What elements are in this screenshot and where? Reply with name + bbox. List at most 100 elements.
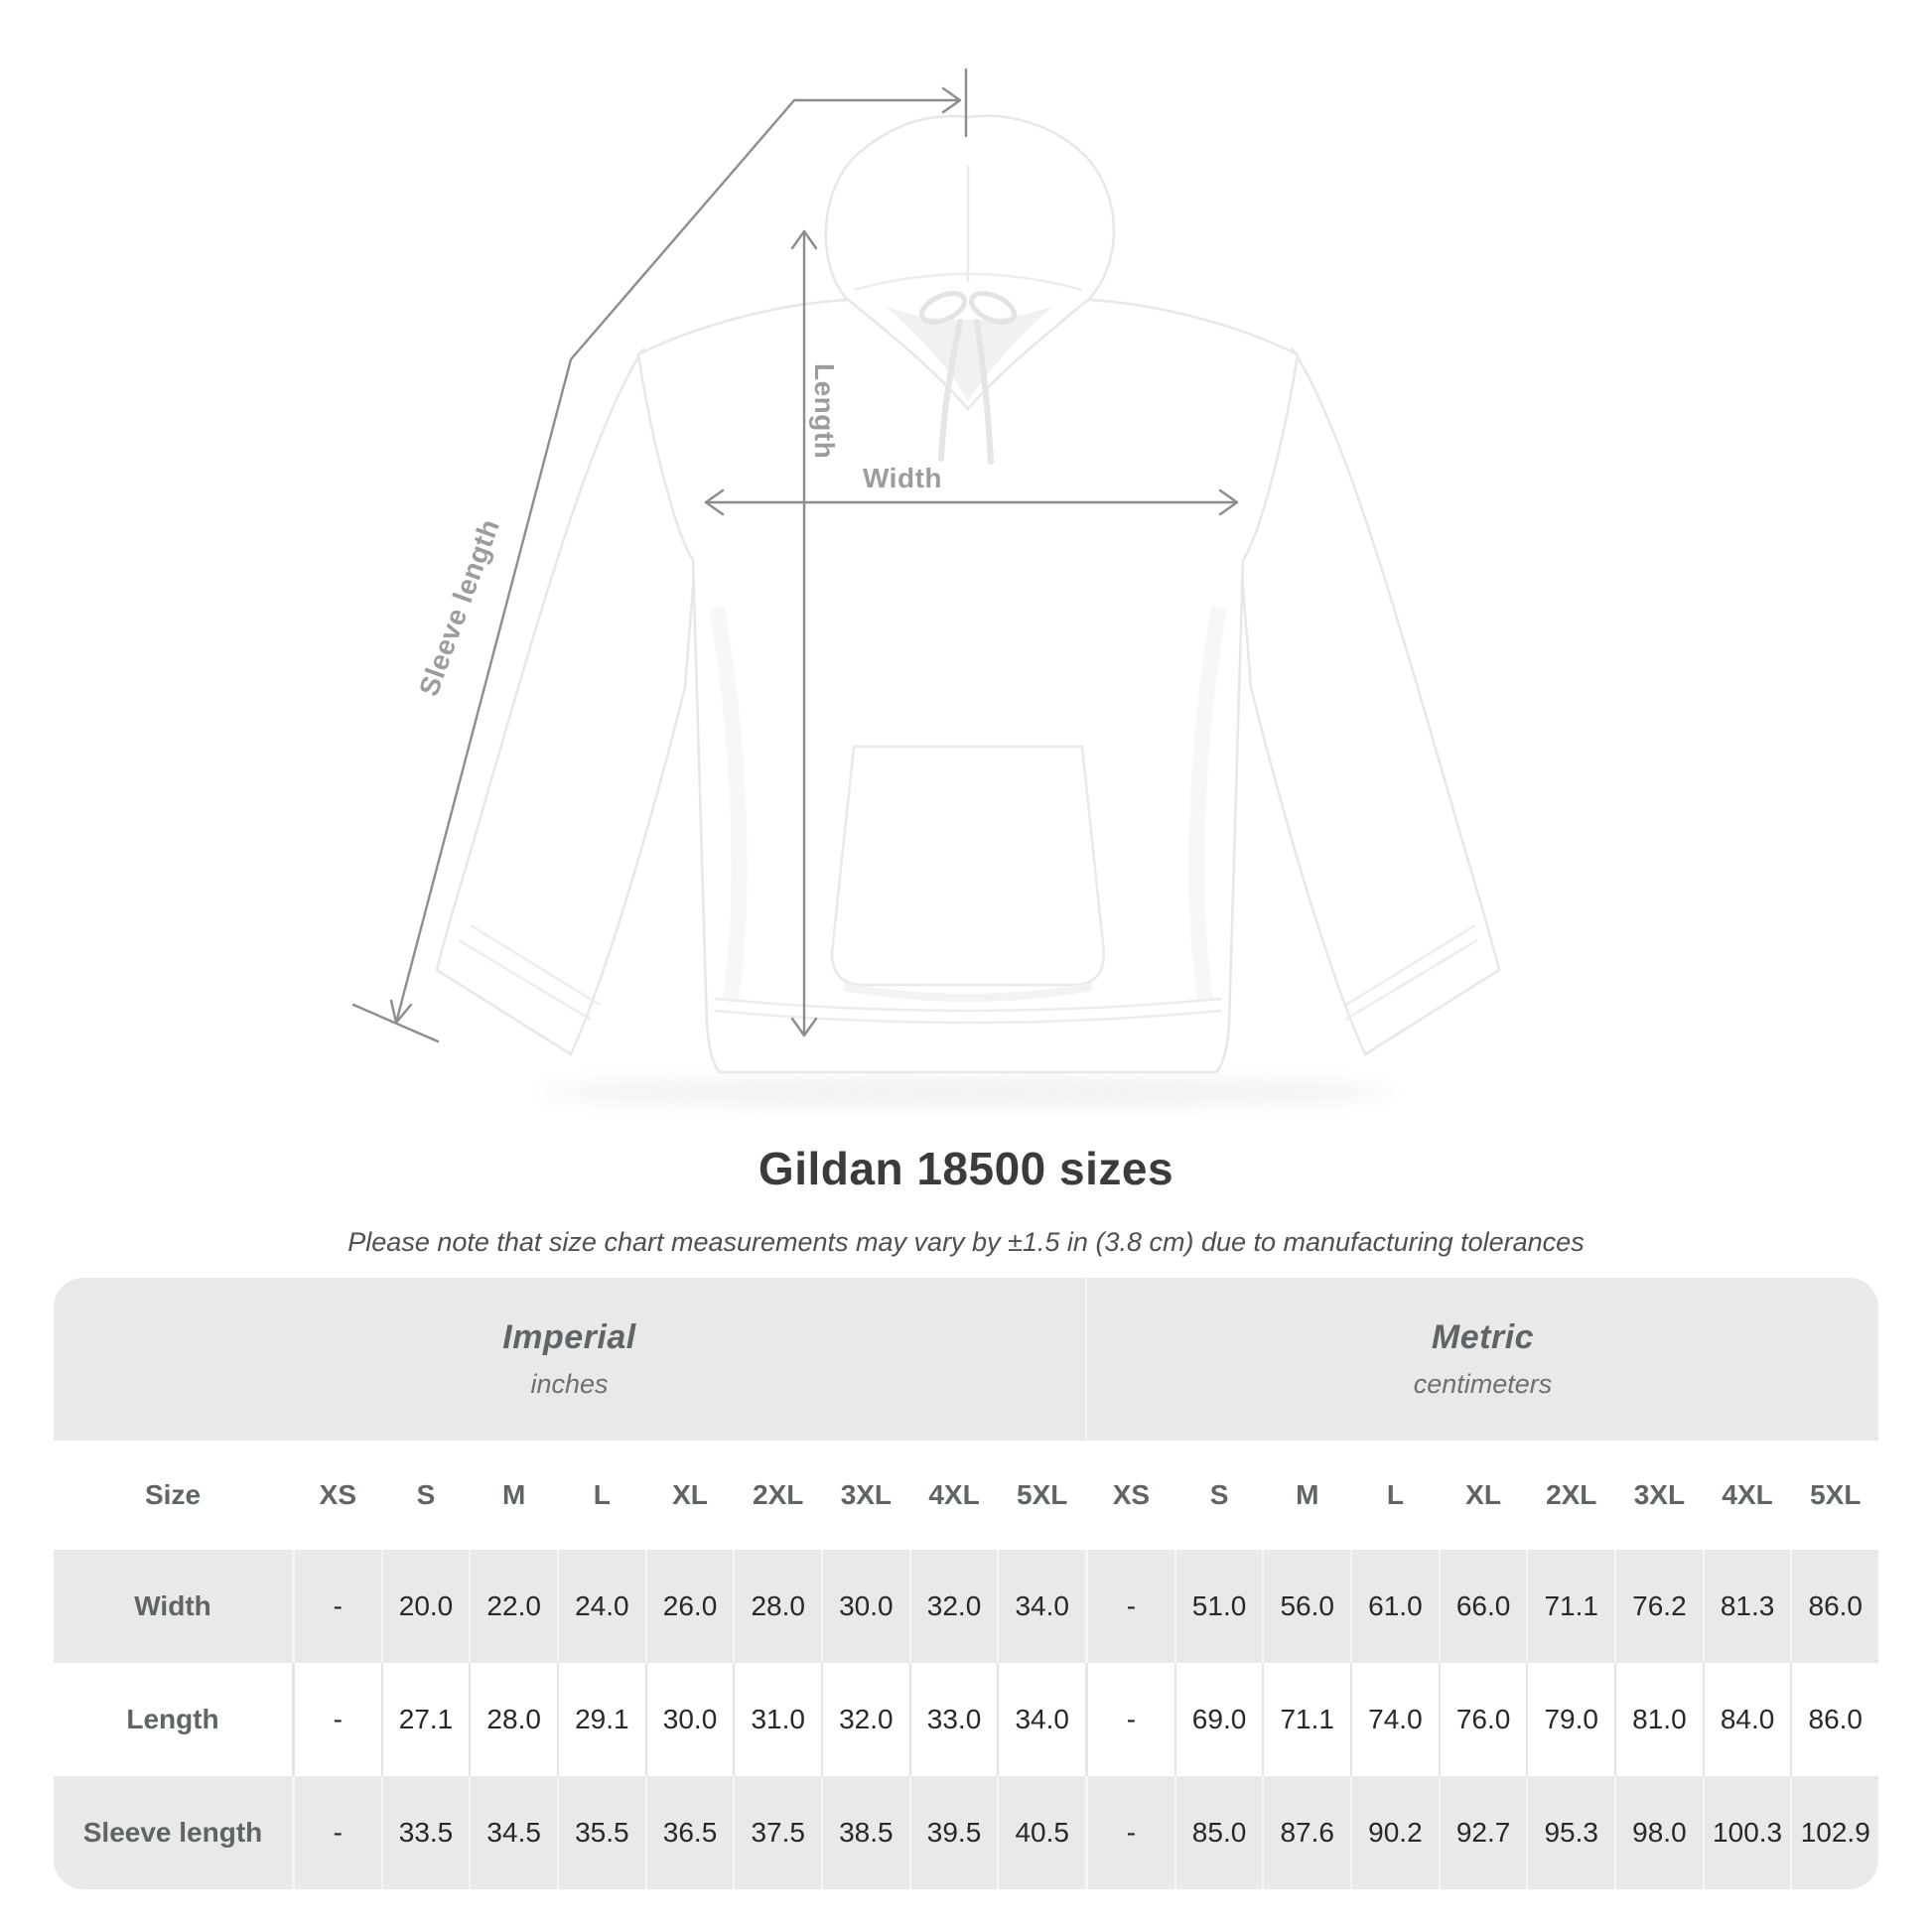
width-row-label: Width xyxy=(134,1590,211,1621)
value-cell: 69.0 xyxy=(1173,1663,1263,1776)
value-cell: 34.0 xyxy=(997,1663,1085,1776)
size-col-header: XL xyxy=(672,1479,708,1510)
metric-section-unit: centimeters xyxy=(1413,1369,1553,1399)
value-cell: 34.0 xyxy=(997,1550,1085,1663)
size-col-header: M xyxy=(1296,1479,1319,1510)
value-cell: 35.5 xyxy=(557,1776,645,1889)
size-col-header: 5XL xyxy=(1017,1479,1068,1510)
sleeve-length-row: Sleeve length -33.5 34.5 35.5 36.5 37.5 38.5 3… xyxy=(54,1776,1878,1889)
value-cell: - xyxy=(292,1776,381,1889)
value-cell: 102.9 xyxy=(1790,1776,1878,1889)
length-arrow xyxy=(790,229,818,1037)
value-cell: 71.1 xyxy=(1526,1550,1614,1663)
hood xyxy=(824,114,1115,411)
value-cell: 40.5 xyxy=(997,1776,1085,1889)
measurement-diagram: Width Length Sleeve length xyxy=(351,68,1501,1108)
size-col-header: S xyxy=(1209,1479,1229,1510)
value-cell: 32.0 xyxy=(908,1550,998,1663)
value-cell: 30.0 xyxy=(821,1550,909,1663)
size-col-header: M xyxy=(502,1479,526,1510)
value-cell: 33.5 xyxy=(380,1776,470,1889)
value-cell: 33.0 xyxy=(908,1663,998,1776)
drawstring-bow-left-loop xyxy=(918,291,968,325)
hood-interior-shadow xyxy=(884,305,1054,401)
value-cell: 36.5 xyxy=(644,1776,734,1889)
value-cell: 76.0 xyxy=(1438,1663,1527,1776)
drawstring-left xyxy=(938,319,963,462)
value-cell: 66.0 xyxy=(1438,1550,1527,1663)
drawstring-bow-right-loop xyxy=(968,291,1018,325)
metric-section-header: Metric centimeters xyxy=(1085,1278,1878,1441)
value-cell: 81.0 xyxy=(1614,1663,1703,1776)
value-cell: 92.7 xyxy=(1438,1776,1527,1889)
value-cell: 22.0 xyxy=(469,1550,557,1663)
size-col-header: 3XL xyxy=(840,1479,893,1510)
value-cell: 31.0 xyxy=(733,1663,821,1776)
width-measure-label: Width xyxy=(863,463,942,493)
kangaroo-pocket xyxy=(830,745,1106,987)
value-cell: 29.1 xyxy=(557,1663,645,1776)
fold-shading-right xyxy=(1188,606,1227,1002)
size-header-label: Size xyxy=(144,1479,202,1510)
right-cuff-seam xyxy=(1344,923,1478,1022)
length-row: Length -27.1 28.0 29.1 30.0 31.0 32.0 33.0 34.0… xyxy=(54,1663,1878,1776)
value-cell: 28.0 xyxy=(733,1550,821,1663)
value-cell: 81.3 xyxy=(1702,1550,1791,1663)
value-cell: 90.2 xyxy=(1350,1776,1439,1889)
value-cell: - xyxy=(1085,1663,1174,1776)
width-arrow xyxy=(704,488,1239,516)
width-row: Width -20.0 22.0 24.0 26.0 28.0 30.0 32.0 34.0-… xyxy=(54,1550,1878,1663)
value-cell: 24.0 xyxy=(557,1550,645,1663)
length-row-label: Length xyxy=(126,1704,219,1734)
value-cell: 86.0 xyxy=(1790,1663,1878,1776)
value-cell: 71.1 xyxy=(1262,1663,1350,1776)
size-col-header: XL xyxy=(1465,1479,1501,1510)
value-cell: 86.0 xyxy=(1790,1550,1878,1663)
size-header-row: Size XS S M L XL 2XL 3XL 4XL 5XL XS S M L XL 2XL 3XL 4XL… xyxy=(54,1441,1878,1550)
size-col-header: S xyxy=(416,1479,436,1510)
value-cell: 28.0 xyxy=(469,1663,557,1776)
value-cell: 32.0 xyxy=(821,1663,909,1776)
sleeve-length-arrow xyxy=(351,68,968,1043)
size-col-header: 5XL xyxy=(1810,1479,1862,1510)
value-cell: 56.0 xyxy=(1262,1550,1350,1663)
hem-seam xyxy=(714,997,1222,1025)
value-cell: 85.0 xyxy=(1173,1776,1263,1889)
metric-section-title: Metric xyxy=(1431,1318,1535,1356)
size-col-header: L xyxy=(593,1479,611,1510)
value-cell: 20.0 xyxy=(380,1550,470,1663)
imperial-section-title: Imperial xyxy=(502,1318,636,1356)
value-cell: - xyxy=(292,1663,381,1776)
size-table: Imperial inches Metric centimeters Size … xyxy=(54,1278,1878,1889)
value-cell: - xyxy=(292,1550,381,1663)
length-measure-label: Length xyxy=(809,363,840,460)
left-cuff-seam xyxy=(458,923,601,1022)
value-cell: 98.0 xyxy=(1614,1776,1703,1889)
size-col-header: 3XL xyxy=(1633,1479,1686,1510)
hood-cord-channel xyxy=(853,272,1083,292)
value-cell: 76.2 xyxy=(1614,1550,1703,1663)
pocket-shading xyxy=(843,983,1093,1002)
fold-shading-left xyxy=(709,606,748,1002)
tolerance-note: Please note that size chart measurements… xyxy=(347,1227,1585,1257)
size-col-header: XS xyxy=(319,1479,357,1510)
size-col-header: 2XL xyxy=(753,1479,804,1510)
value-cell: 30.0 xyxy=(644,1663,734,1776)
value-cell: - xyxy=(1085,1776,1174,1889)
sleeve-length-row-label: Sleeve length xyxy=(82,1817,263,1848)
value-cell: 79.0 xyxy=(1526,1663,1614,1776)
size-col-header: XS xyxy=(1112,1479,1151,1510)
imperial-section-header: Imperial inches xyxy=(54,1278,1085,1441)
measurement-lines xyxy=(351,68,1239,1043)
size-col-header: L xyxy=(1386,1479,1404,1510)
value-cell: 87.6 xyxy=(1262,1776,1350,1889)
value-cell: 100.3 xyxy=(1702,1776,1791,1889)
page-title: Gildan 18500 sizes xyxy=(758,1143,1174,1194)
unit-section-band: Imperial inches Metric centimeters xyxy=(54,1278,1878,1441)
value-cell: 38.5 xyxy=(821,1776,909,1889)
value-cell: 95.3 xyxy=(1526,1776,1614,1889)
value-cell: 34.5 xyxy=(469,1776,557,1889)
value-cell: 61.0 xyxy=(1350,1550,1439,1663)
value-cell: 84.0 xyxy=(1702,1663,1791,1776)
